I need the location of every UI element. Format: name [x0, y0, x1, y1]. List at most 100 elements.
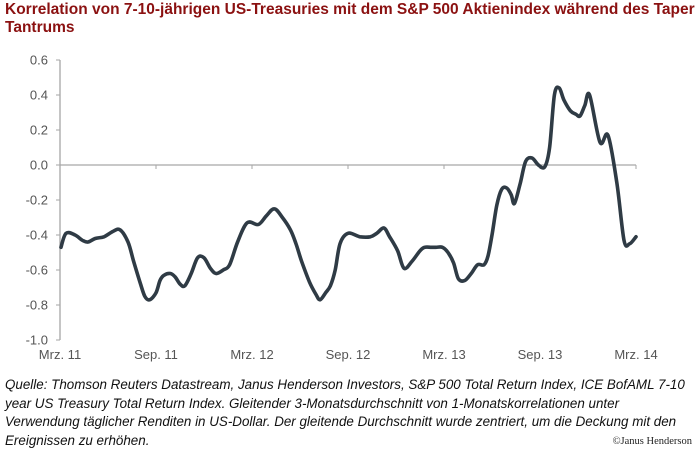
data-point	[338, 242, 341, 245]
data-point	[81, 239, 84, 242]
x-axis: Mrz. 11 Sep. 11 Mrz. 12 Sep. 12 Mrz. 13 Sep. …	[39, 164, 658, 362]
data-point	[169, 272, 172, 275]
data-point	[530, 156, 533, 159]
data-point	[300, 260, 303, 263]
data-point	[382, 226, 385, 229]
data-point	[329, 284, 332, 287]
data-point	[138, 281, 141, 284]
source-footnote: Quelle: Thomson Reuters Datastream, Janu…	[5, 377, 685, 448]
data-point	[578, 114, 581, 117]
y-tick-label: -0.6	[26, 263, 48, 278]
data-point	[446, 251, 449, 254]
data-point	[334, 268, 337, 271]
data-point	[214, 272, 217, 275]
data-point	[558, 86, 561, 89]
y-axis: 0.6 0.4 0.2 0.0 -0.2 -0.4 -0.6 -0.8 -1.0	[26, 53, 61, 348]
data-point	[524, 160, 527, 163]
data-point	[314, 293, 317, 296]
x-tick-label: Sep. 12	[326, 347, 371, 362]
data-point	[500, 188, 503, 191]
correlation-series-line	[59, 85, 638, 302]
data-point	[457, 277, 460, 280]
data-point	[318, 298, 321, 301]
data-point	[441, 246, 444, 249]
data-point	[102, 235, 105, 238]
y-tick-label: -1.0	[26, 333, 48, 348]
data-point	[178, 282, 181, 285]
y-tick-label: 0.2	[30, 123, 48, 138]
data-point	[588, 93, 591, 96]
data-point	[375, 232, 378, 235]
data-point	[434, 246, 437, 249]
data-point	[402, 267, 405, 270]
x-tick-label: Sep. 11	[134, 347, 178, 362]
data-point	[358, 235, 361, 238]
data-point	[346, 232, 349, 235]
data-point	[430, 246, 433, 249]
data-point	[476, 263, 479, 266]
y-tick-label: -0.8	[26, 298, 48, 313]
data-point	[388, 235, 391, 238]
data-point	[548, 146, 551, 149]
data-point	[634, 235, 637, 238]
x-tick-label: Mrz. 14	[614, 347, 657, 362]
data-point	[410, 260, 413, 263]
y-tick-label: 0.6	[30, 53, 48, 68]
data-point	[73, 233, 76, 236]
data-point	[574, 113, 577, 116]
data-point	[294, 242, 297, 245]
data-point	[148, 298, 151, 301]
data-point	[183, 284, 186, 287]
data-point	[143, 295, 146, 298]
data-point	[495, 204, 498, 207]
data-point	[482, 263, 485, 266]
data-point	[257, 223, 260, 226]
x-tick-label: Sep. 13	[518, 347, 563, 362]
line-chart: 0.6 0.4 0.2 0.0 -0.2 -0.4 -0.6 -0.8 -1.0 Mrz. 11…	[26, 53, 658, 363]
data-point	[598, 141, 601, 144]
data-point	[628, 242, 631, 245]
y-tick-label: -0.2	[26, 193, 48, 208]
data-point	[174, 275, 177, 278]
data-point	[505, 186, 508, 189]
data-point	[222, 268, 225, 271]
data-point	[423, 246, 426, 249]
data-point	[154, 291, 157, 294]
data-point	[209, 267, 212, 270]
data-point	[308, 281, 311, 284]
data-point	[246, 221, 249, 224]
data-point	[562, 99, 565, 102]
data-point	[543, 165, 546, 168]
data-point	[553, 93, 556, 96]
data-point	[490, 233, 493, 236]
data-point	[236, 240, 239, 243]
data-point	[126, 240, 129, 243]
data-point	[324, 291, 327, 294]
data-point	[583, 104, 586, 107]
data-point	[118, 228, 121, 231]
data-point	[452, 261, 455, 264]
series-layer	[59, 85, 638, 302]
data-point	[202, 256, 205, 259]
data-point	[486, 254, 489, 257]
data-point	[132, 260, 135, 263]
y-tick-label: 0.4	[30, 88, 48, 103]
data-point	[396, 249, 399, 252]
data-point	[510, 193, 513, 196]
data-point	[162, 274, 165, 277]
chart-title: Korrelation von 7-10-jährigen US-Treasur…	[5, 1, 695, 36]
data-point	[615, 181, 618, 184]
data-point	[622, 239, 625, 242]
data-point	[518, 183, 521, 186]
data-point	[86, 240, 89, 243]
data-point	[273, 207, 276, 210]
data-point	[470, 272, 473, 275]
data-point	[369, 235, 372, 238]
data-point	[158, 279, 161, 282]
data-point	[190, 272, 193, 275]
data-point	[289, 228, 292, 231]
data-point	[59, 246, 62, 249]
y-tick-label: 0.0	[30, 158, 48, 173]
data-point	[196, 256, 199, 259]
data-point	[606, 134, 609, 137]
